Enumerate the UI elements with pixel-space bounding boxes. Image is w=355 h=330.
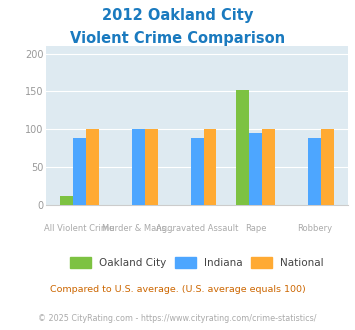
Bar [236, 90, 250, 205]
Bar [86, 129, 99, 205]
Bar [144, 129, 158, 205]
Bar [308, 138, 321, 205]
Text: Aggravated Assault: Aggravated Assault [156, 224, 238, 233]
Text: Rape: Rape [245, 224, 267, 233]
Bar [60, 196, 73, 205]
Text: © 2025 CityRating.com - https://www.cityrating.com/crime-statistics/: © 2025 CityRating.com - https://www.city… [38, 314, 317, 323]
Bar [73, 138, 86, 205]
Text: Compared to U.S. average. (U.S. average equals 100): Compared to U.S. average. (U.S. average … [50, 285, 305, 294]
Text: 2012 Oakland City: 2012 Oakland City [102, 8, 253, 23]
Bar [203, 129, 217, 205]
Bar [132, 129, 144, 205]
Text: Murder & Mans...: Murder & Mans... [102, 224, 174, 233]
Text: Violent Crime Comparison: Violent Crime Comparison [70, 31, 285, 46]
Legend: Oakland City, Indiana, National: Oakland City, Indiana, National [70, 257, 324, 268]
Text: All Violent Crime: All Violent Crime [44, 224, 114, 233]
Bar [321, 129, 334, 205]
Bar [262, 129, 275, 205]
Bar [191, 138, 203, 205]
Text: Robbery: Robbery [297, 224, 332, 233]
Bar [250, 133, 262, 205]
